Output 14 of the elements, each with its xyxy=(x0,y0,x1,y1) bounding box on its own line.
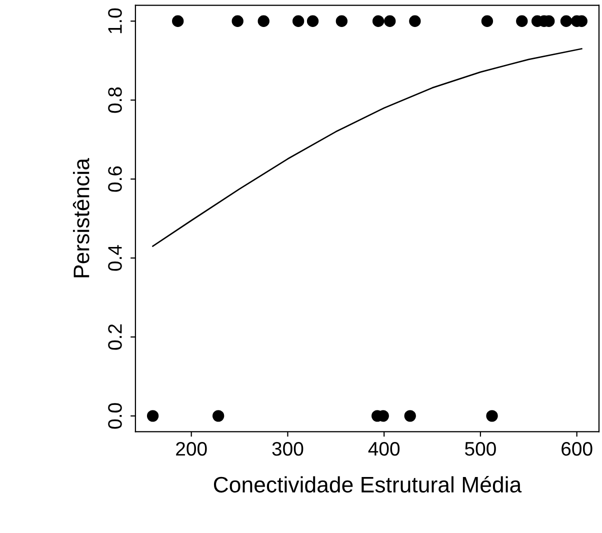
y-tick-label: 0.2 xyxy=(108,324,122,350)
y-axis-title: Persistência xyxy=(72,158,90,278)
x-axis-title: Conectividade Estrutural Média xyxy=(214,476,522,493)
x-tick-label: 500 xyxy=(465,442,496,456)
y-tick-label: 0.6 xyxy=(108,166,122,192)
y-tick-label: 1.0 xyxy=(108,8,122,34)
x-tick-label: 300 xyxy=(272,442,304,456)
x-tick-label: 600 xyxy=(562,442,592,456)
y-tick-label: 0.0 xyxy=(108,403,122,429)
y-tick-label: 0.8 xyxy=(108,87,122,113)
y-tick-label: 0.4 xyxy=(108,245,122,271)
line-series xyxy=(152,48,582,247)
x-tick-label: 400 xyxy=(368,442,400,456)
x-tick-label: 200 xyxy=(176,442,207,456)
